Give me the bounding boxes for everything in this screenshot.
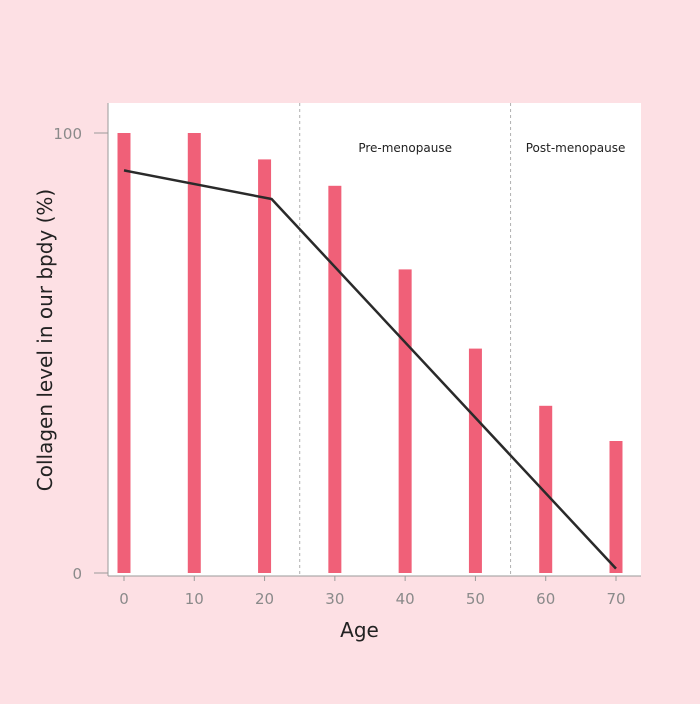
bars: [117, 133, 623, 574]
bar-age-0: [117, 133, 131, 573]
region-labels: Pre-menopause Post-menopause: [358, 141, 625, 155]
x-tick-label-40: 40: [396, 590, 415, 608]
x-tick-label-50: 50: [466, 590, 485, 608]
bar-age-30: [328, 185, 342, 574]
region-label-1: Post-menopause: [526, 141, 626, 155]
bar-age-10: [187, 133, 201, 573]
bar-age-20: [258, 159, 272, 573]
bar-age-40: [398, 269, 412, 573]
y-axis-title: Collagen level in our bpdy (%): [33, 189, 57, 492]
x-axis-title: Age: [340, 618, 379, 642]
bar-age-60: [539, 405, 553, 573]
x-tick-label-70: 70: [606, 590, 625, 608]
y-tick-labels: 0 100: [53, 125, 108, 583]
x-tick-label-20: 20: [255, 590, 274, 608]
x-tick-label-0: 0: [119, 590, 129, 608]
y-tick-label-0: 0: [72, 565, 82, 583]
x-tick-label-10: 10: [185, 590, 204, 608]
y-tick-label-100: 100: [53, 125, 82, 143]
x-tick-label-60: 60: [536, 590, 555, 608]
axes: [107, 103, 641, 577]
trend-line: [123, 169, 617, 570]
region-label-0: Pre-menopause: [358, 141, 452, 155]
bar-age-70: [609, 441, 623, 573]
region-dividers: [299, 103, 512, 576]
x-tick-label-30: 30: [325, 590, 344, 608]
x-tick-labels: 0 10 20 30 40 50 60 70: [119, 576, 626, 608]
trend-line-group: [123, 169, 617, 570]
bar-age-50: [468, 348, 482, 573]
